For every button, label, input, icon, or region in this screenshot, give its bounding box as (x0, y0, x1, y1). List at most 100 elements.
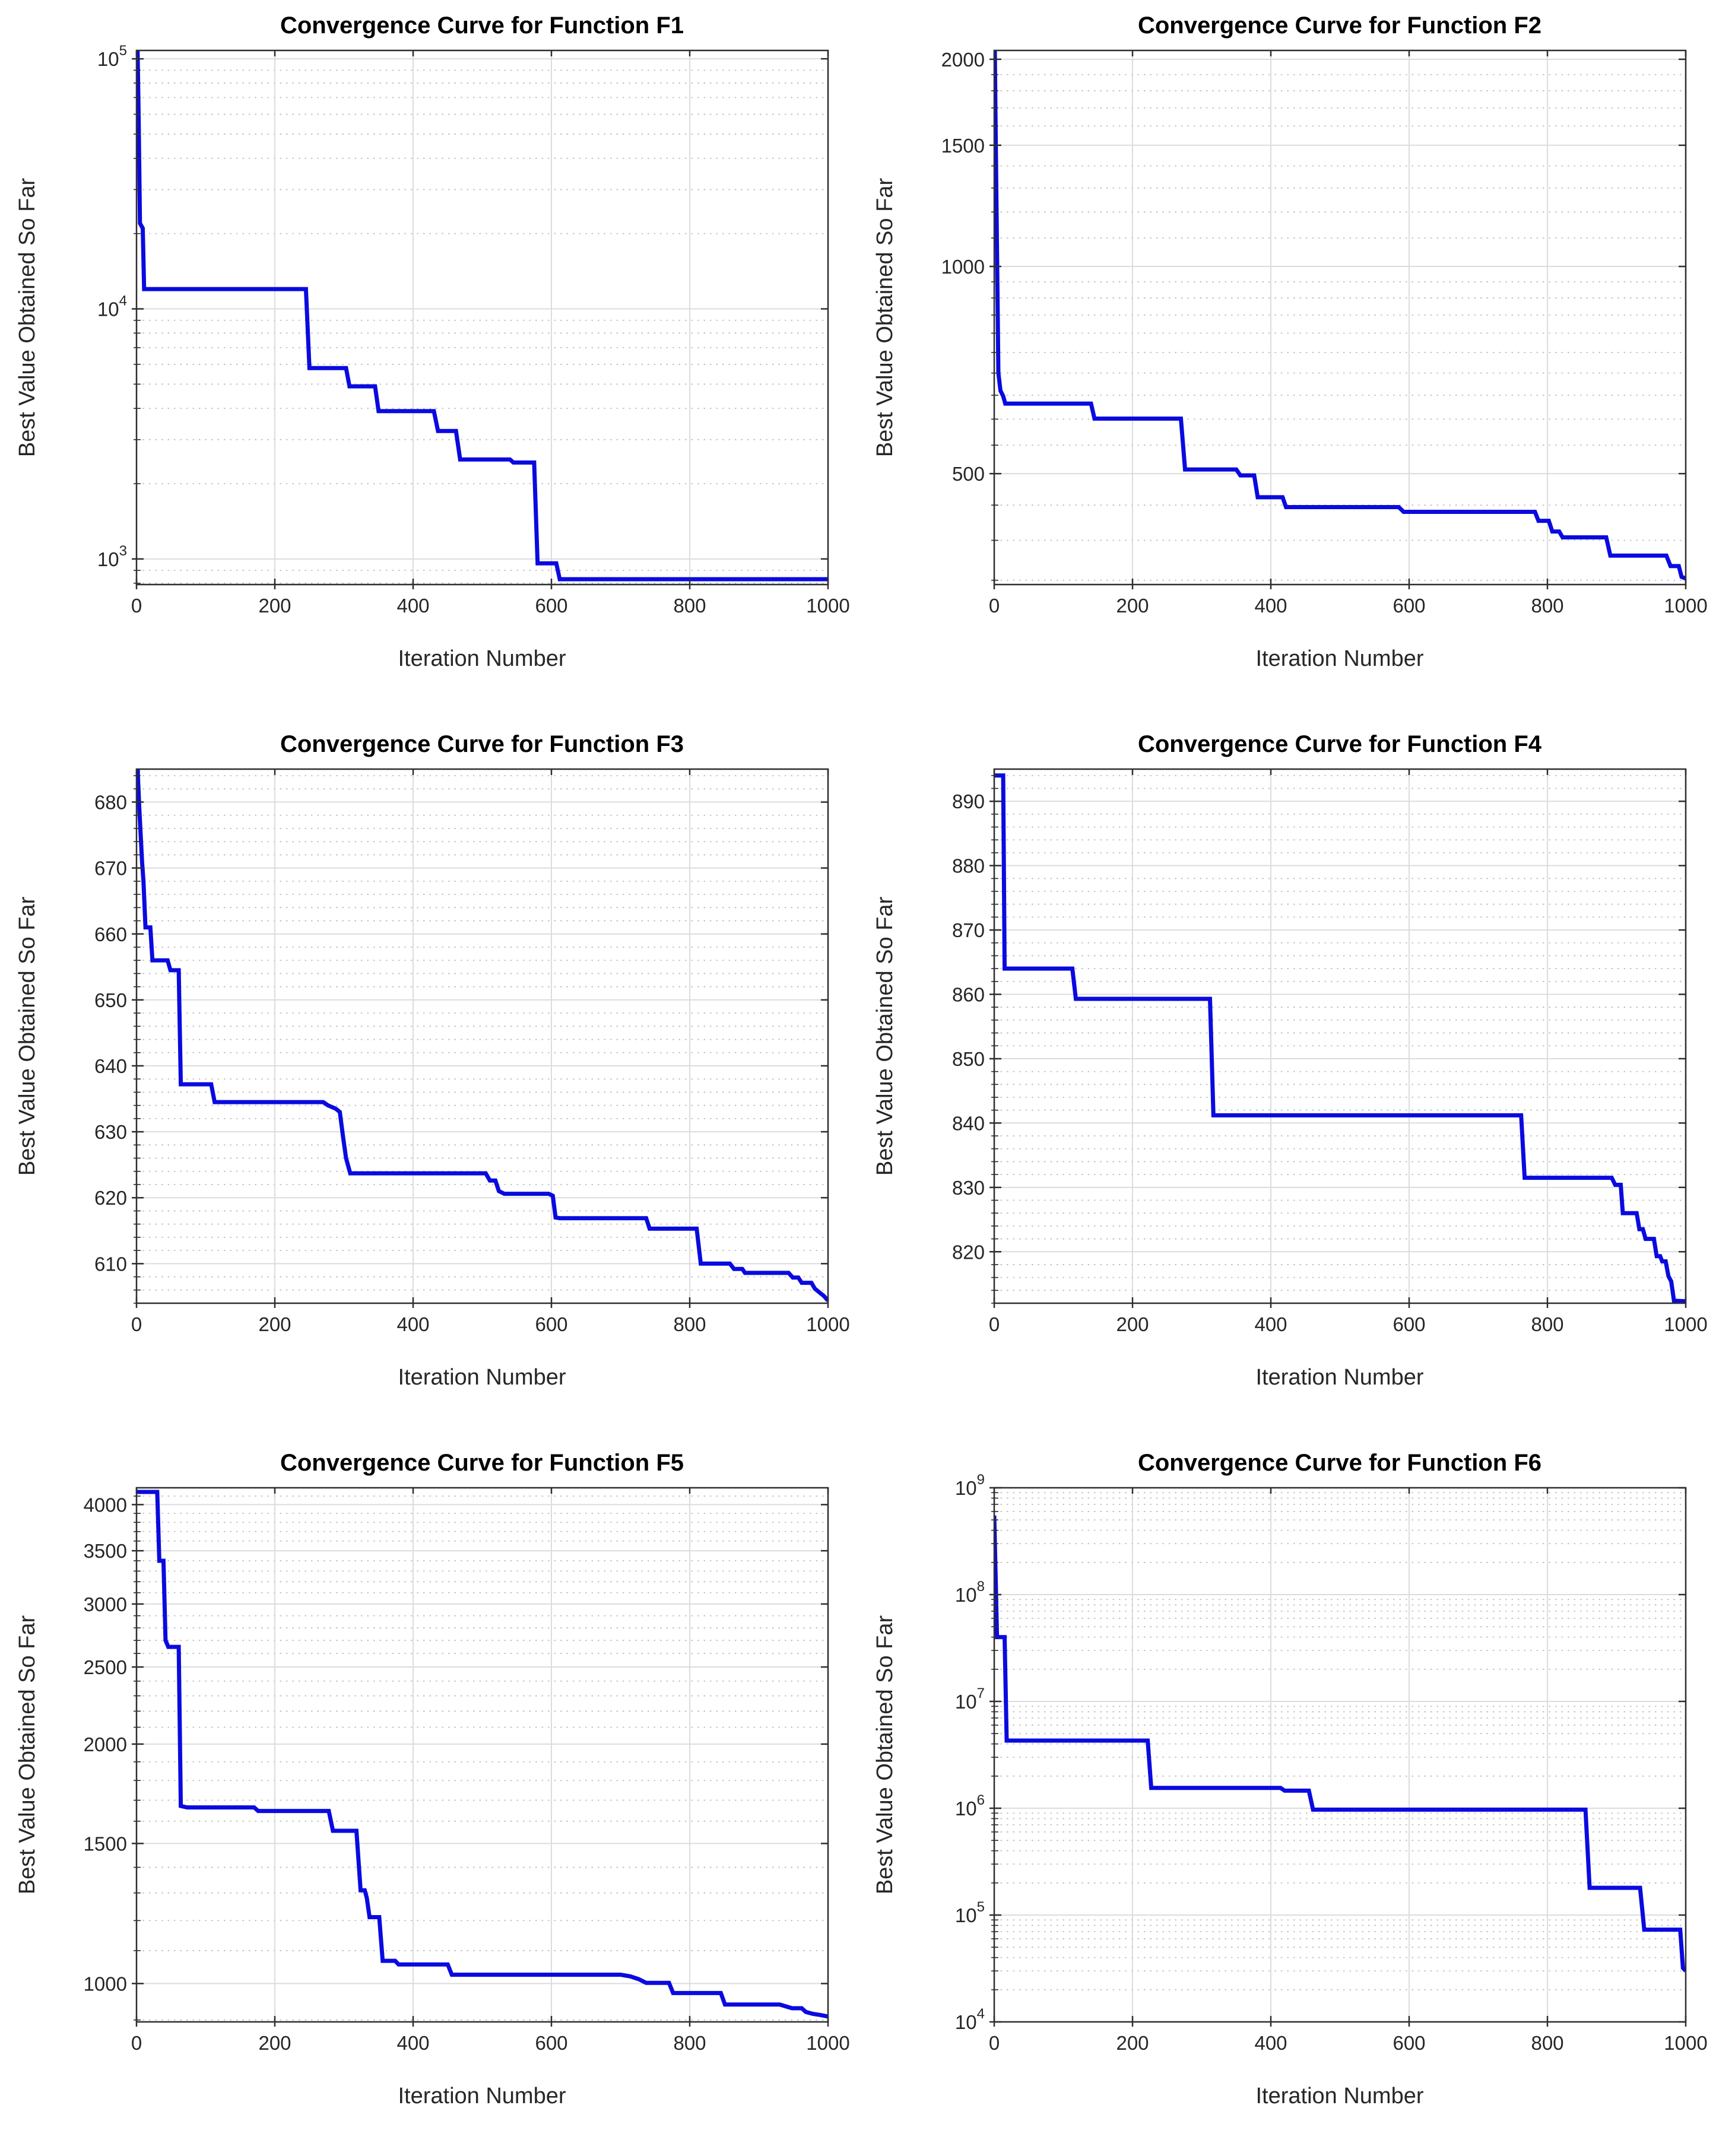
x-tick-label: 400 (1254, 1313, 1287, 1335)
axes-border (135, 1487, 829, 2023)
x-tick-label: 1000 (1664, 2032, 1707, 2054)
x-tick-label: 200 (258, 595, 291, 617)
y-tick-label: 108 (955, 1579, 985, 1606)
x-tick-label: 1000 (806, 2032, 849, 2054)
y-tick-label: 106 (955, 1792, 985, 1820)
y-tick-label: 820 (952, 1241, 985, 1263)
convergence-curve (137, 769, 828, 1302)
convergence-curve (994, 773, 1686, 1303)
y-tick-label: 1500 (941, 135, 985, 157)
y-tick-label: 610 (94, 1253, 127, 1275)
y-tick-label: 2500 (84, 1656, 127, 1678)
axes-border (135, 49, 829, 586)
x-tick-label: 600 (1393, 595, 1425, 617)
chart-title: Convergence Curve for Function F1 (280, 12, 684, 39)
x-axis-label: Iteration Number (398, 2084, 566, 2109)
y-tick-label: 105 (955, 1899, 985, 1926)
x-tick-label: 0 (131, 1313, 142, 1335)
y-axis-label: Best Value Obtained So Far (15, 896, 40, 1176)
y-tick-label: 3500 (84, 1540, 127, 1562)
axes-border (993, 768, 1687, 1304)
plot-area: 0 200 400 600 800 1000 104 105 106 107 108 109 (955, 1472, 1708, 2054)
y-tick-label: 630 (94, 1121, 127, 1143)
y-tick-label: 2000 (941, 49, 985, 71)
chart-f1: Convergence Curve for Function F1 Best V… (0, 0, 858, 719)
axes-border (135, 768, 829, 1304)
axes-border (993, 1487, 1687, 2023)
x-tick-label: 200 (258, 2032, 291, 2054)
x-tick-label: 400 (397, 1313, 429, 1335)
axes-border (993, 49, 1687, 586)
x-axis-label: Iteration Number (398, 1365, 566, 1390)
x-axis-label: Iteration Number (1255, 1365, 1423, 1390)
chart-f3-canvas: Convergence Curve for Function F3 Best V… (15, 731, 850, 1390)
convergence-curve (994, 1515, 1686, 1973)
y-tick-label: 640 (94, 1055, 127, 1077)
plot-area: 0 200 400 600 800 1000 610 620 630 640 650 660 670 68… (94, 768, 850, 1335)
plot-area: 0 200 400 600 800 1000 103 104 105 (97, 43, 850, 617)
y-tick-label: 890 (952, 790, 985, 812)
y-tick-label: 840 (952, 1112, 985, 1134)
x-tick-label: 1000 (1664, 595, 1707, 617)
y-tick-label: 650 (94, 989, 127, 1011)
x-tick-label: 400 (397, 595, 429, 617)
x-tick-label: 800 (673, 2032, 706, 2054)
x-tick-label: 1000 (806, 595, 849, 617)
x-axis-label: Iteration Number (1255, 2084, 1423, 2109)
chart-title: Convergence Curve for Function F2 (1138, 12, 1541, 39)
chart-title: Convergence Curve for Function F3 (280, 731, 684, 757)
x-tick-label: 1000 (806, 1313, 849, 1335)
chart-title: Convergence Curve for Function F6 (1138, 1450, 1541, 1476)
x-tick-label: 600 (1393, 2032, 1425, 2054)
y-tick-label: 850 (952, 1048, 985, 1070)
x-axis-label: Iteration Number (398, 646, 566, 671)
y-tick-label: 680 (94, 792, 127, 814)
y-tick-label: 860 (952, 984, 985, 1006)
y-tick-label: 1500 (84, 1833, 127, 1855)
y-tick-label: 670 (94, 858, 127, 879)
x-tick-label: 1000 (1664, 1313, 1707, 1335)
plot-area: 0 200 400 600 800 1000 1000 1500 2000 2500 3000 350… (84, 1487, 850, 2054)
y-axis-label: Best Value Obtained So Far (15, 177, 40, 457)
x-tick-label: 0 (131, 2032, 142, 2054)
x-tick-label: 600 (535, 2032, 567, 2054)
y-axis-label: Best Value Obtained So Far (873, 177, 897, 457)
convergence-curve (137, 1490, 828, 2019)
y-tick-label: 105 (97, 43, 127, 70)
chart-f4-canvas: Convergence Curve for Function F4 Best V… (873, 731, 1708, 1390)
y-tick-label: 660 (94, 923, 127, 945)
x-tick-label: 600 (535, 1313, 567, 1335)
y-tick-label: 880 (952, 855, 985, 877)
y-tick-label: 830 (952, 1177, 985, 1199)
x-tick-label: 200 (1116, 2032, 1149, 2054)
chart-f5-canvas: Convergence Curve for Function F5 Best V… (15, 1450, 850, 2109)
x-tick-label: 800 (1531, 595, 1563, 617)
x-tick-label: 400 (1254, 595, 1287, 617)
y-tick-label: 104 (97, 293, 127, 320)
plot-area: 0 200 400 600 800 1000 820 830 840 850 860 870 880 89… (952, 768, 1708, 1335)
x-tick-label: 600 (535, 595, 567, 617)
chart-f3: Convergence Curve for Function F3 Best V… (0, 719, 858, 1437)
y-tick-label: 1000 (84, 1973, 127, 1995)
y-tick-label: 104 (955, 2006, 985, 2033)
y-tick-label: 4000 (84, 1494, 127, 1516)
x-tick-label: 600 (1393, 1313, 1425, 1335)
x-tick-label: 800 (673, 595, 706, 617)
x-tick-label: 200 (1116, 1313, 1149, 1335)
chart-f4: Convergence Curve for Function F4 Best V… (858, 719, 1716, 1437)
y-tick-label: 870 (952, 919, 985, 941)
y-tick-label: 500 (952, 463, 985, 485)
chart-f2: Convergence Curve for Function F2 Best V… (858, 0, 1716, 719)
x-tick-label: 200 (1116, 595, 1149, 617)
convergence-curve (137, 50, 828, 582)
x-tick-label: 400 (1254, 2032, 1287, 2054)
chart-f6-canvas: Convergence Curve for Function F6 Best V… (873, 1450, 1708, 2109)
x-tick-label: 0 (989, 1313, 1000, 1335)
chart-f2-canvas: Convergence Curve for Function F2 Best V… (873, 12, 1708, 671)
y-axis-label: Best Value Obtained So Far (15, 1615, 40, 1894)
convergence-curve (994, 50, 1686, 581)
x-tick-label: 400 (397, 2032, 429, 2054)
x-tick-label: 200 (258, 1313, 291, 1335)
x-tick-label: 0 (989, 595, 1000, 617)
y-tick-label: 103 (97, 543, 127, 570)
